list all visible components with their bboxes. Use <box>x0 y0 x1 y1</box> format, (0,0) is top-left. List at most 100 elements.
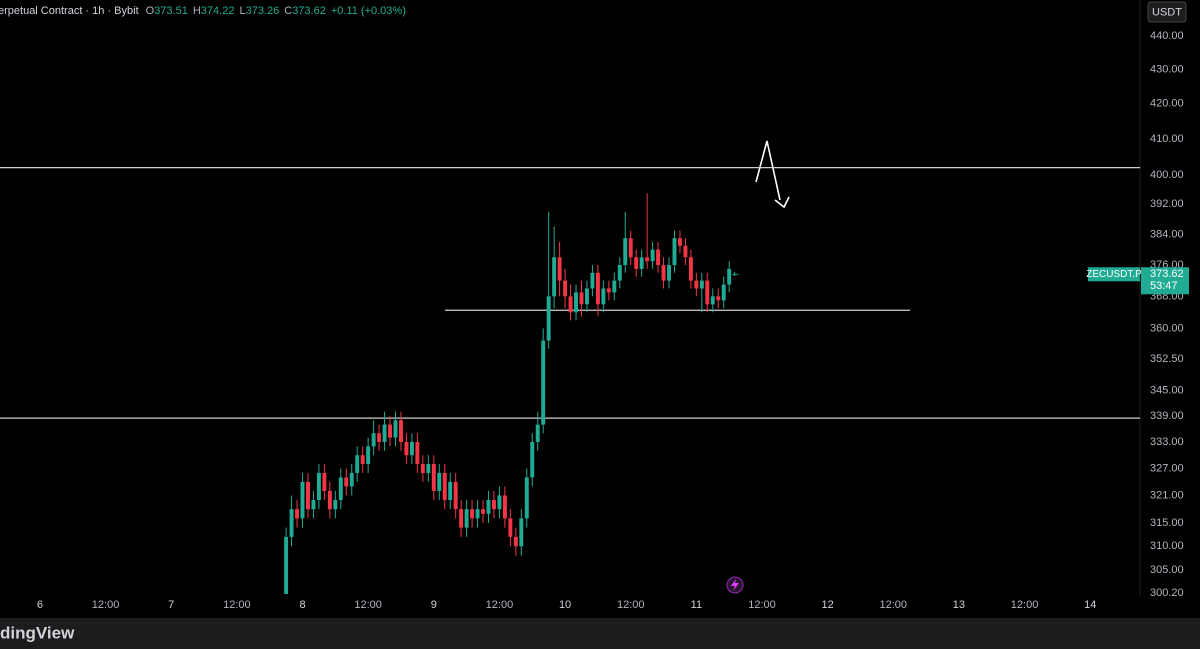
candle-body <box>579 292 584 305</box>
y-tick-label: 420.00 <box>1150 98 1184 110</box>
candle-body <box>546 296 551 341</box>
x-tick-label: 12:00 <box>486 599 514 611</box>
candle-body <box>727 268 732 285</box>
ohlc-letter: L <box>239 5 245 17</box>
candle-body <box>322 472 327 491</box>
x-tick-label: 11 <box>691 599 702 611</box>
price-tag <box>1141 267 1189 295</box>
candle-body <box>634 257 639 269</box>
y-tick-label: 410.00 <box>1150 133 1184 145</box>
candle-body <box>475 509 480 519</box>
candle-body <box>360 455 365 465</box>
candle-body <box>552 257 557 297</box>
candle-body <box>409 441 414 456</box>
x-tick-label: 12 <box>822 599 834 611</box>
x-tick-label: 8 <box>299 599 305 611</box>
x-tick-label: 12:00 <box>880 599 908 611</box>
y-tick-label: 305.00 <box>1150 564 1184 576</box>
ohlc-letter: C <box>284 5 292 17</box>
header-title: erpetual Contract · 1h · Bybit <box>0 5 139 17</box>
candle-body <box>464 509 469 528</box>
x-tick-label: 9 <box>431 599 437 611</box>
candle-body <box>295 509 300 519</box>
x-tick-label: 12:00 <box>223 599 251 611</box>
y-tick-label: 339.00 <box>1150 410 1184 422</box>
candle-body <box>535 424 540 442</box>
countdown: 53:47 <box>1150 280 1178 292</box>
candle-body <box>420 464 425 473</box>
y-tick-label: 321.00 <box>1150 489 1184 501</box>
candle-body <box>672 238 677 266</box>
y-tick-label: 384.00 <box>1150 228 1184 240</box>
x-tick-label: 12:00 <box>617 599 645 611</box>
ohlc-value: 374.22 <box>201 5 235 17</box>
candle-body <box>382 424 387 442</box>
symbol-label: ZECUSDT.P <box>1086 269 1142 280</box>
y-tick-label: 352.50 <box>1150 353 1184 365</box>
y-tick-label: 315.00 <box>1150 517 1184 529</box>
candle-body <box>699 280 704 289</box>
currency-button[interactable] <box>1147 1 1187 23</box>
candle-body <box>639 257 644 269</box>
y-tick-label: 300.20 <box>1150 587 1184 599</box>
ohlc-value: 373.51 <box>154 5 188 17</box>
x-tick-label: 12:00 <box>92 599 120 611</box>
candle-body <box>426 464 431 473</box>
candle-body <box>442 472 447 501</box>
y-tick-label: 440.00 <box>1150 30 1184 42</box>
candle-body <box>694 280 699 289</box>
candle-body <box>491 500 496 510</box>
candle-body <box>415 441 420 465</box>
candle-body <box>371 433 376 447</box>
y-tick-label: 333.00 <box>1150 436 1184 448</box>
candle-body <box>486 500 491 514</box>
symbol-tag <box>1088 267 1140 282</box>
ohlc-letter: H <box>193 5 201 17</box>
x-tick-label: 14 <box>1084 599 1096 611</box>
ohlc-value: 373.62 <box>292 5 326 17</box>
candle-body <box>677 238 682 246</box>
y-tick-label: 327.00 <box>1150 462 1184 474</box>
candle-body <box>311 500 316 510</box>
currency-label[interactable]: USDT <box>1152 6 1182 18</box>
candle-body <box>645 257 650 262</box>
y-tick-label: 392.00 <box>1150 198 1184 210</box>
candle-body <box>524 477 529 519</box>
candle-body <box>606 288 611 293</box>
candle-body <box>404 441 409 456</box>
candle-body <box>541 340 546 425</box>
candle-body <box>508 518 513 537</box>
candle-body <box>612 280 617 293</box>
candle-body <box>656 249 661 266</box>
candle-body <box>289 509 294 537</box>
ohlc-letter: O <box>146 5 155 17</box>
candle-body <box>393 420 398 438</box>
candle-body <box>590 272 595 289</box>
candle-body <box>628 238 633 258</box>
ohlc-value: 373.26 <box>246 5 280 17</box>
event-icon-bolt <box>731 579 739 591</box>
candle-body <box>349 472 354 487</box>
candle-body <box>306 481 310 510</box>
candle-body <box>574 292 578 313</box>
annotation-arrow <box>755 140 781 201</box>
change: +0.11 (+0.03%) <box>331 5 406 17</box>
y-tick-label: 360.00 <box>1150 322 1184 334</box>
candle-body <box>705 280 710 305</box>
candle-body <box>557 257 562 281</box>
candle-body <box>710 296 715 305</box>
candle-body <box>513 536 518 547</box>
y-tick-label: 310.00 <box>1150 540 1184 552</box>
x-tick-label: 13 <box>953 599 965 611</box>
candle-body <box>388 424 392 438</box>
candle-body <box>617 265 622 281</box>
candle-body <box>327 490 332 510</box>
candle-body <box>688 257 693 281</box>
candle-body <box>355 455 360 473</box>
candle-body <box>683 245 688 258</box>
y-tick-label: 400.00 <box>1150 169 1184 181</box>
x-tick-label: 10 <box>559 599 571 611</box>
candle-body <box>716 296 721 301</box>
